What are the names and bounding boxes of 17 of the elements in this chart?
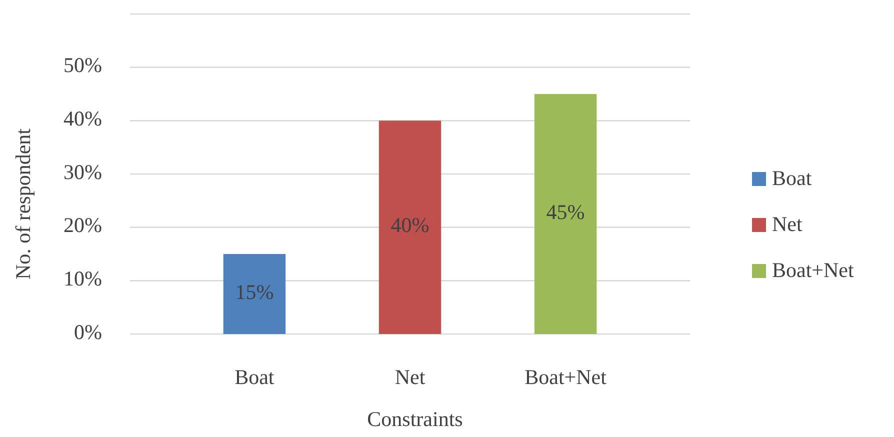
y-tick-label: 20% <box>64 213 102 238</box>
y-tick-label: 10% <box>64 266 102 290</box>
x-axis-title: Constraints <box>367 407 463 431</box>
x-tick-label: Net <box>394 365 426 389</box>
y-tick-label: 50% <box>64 53 102 78</box>
y-tick-label: 40% <box>64 106 102 130</box>
x-tick-label: Boat <box>234 365 274 389</box>
y-tick-label: 30% <box>64 160 102 184</box>
data-label: 40% <box>390 213 430 238</box>
data-label: 45% <box>546 200 585 224</box>
y-axis-title: No. of respondent <box>11 128 35 280</box>
legend-label: Boat+Net <box>772 258 854 282</box>
y-tick-label: 0% <box>74 320 102 344</box>
data-label: 15% <box>235 280 274 304</box>
x-tick-label: Boat+Net <box>524 365 607 389</box>
legend-label: Boat <box>772 166 812 190</box>
legend-label: Net <box>772 212 802 236</box>
